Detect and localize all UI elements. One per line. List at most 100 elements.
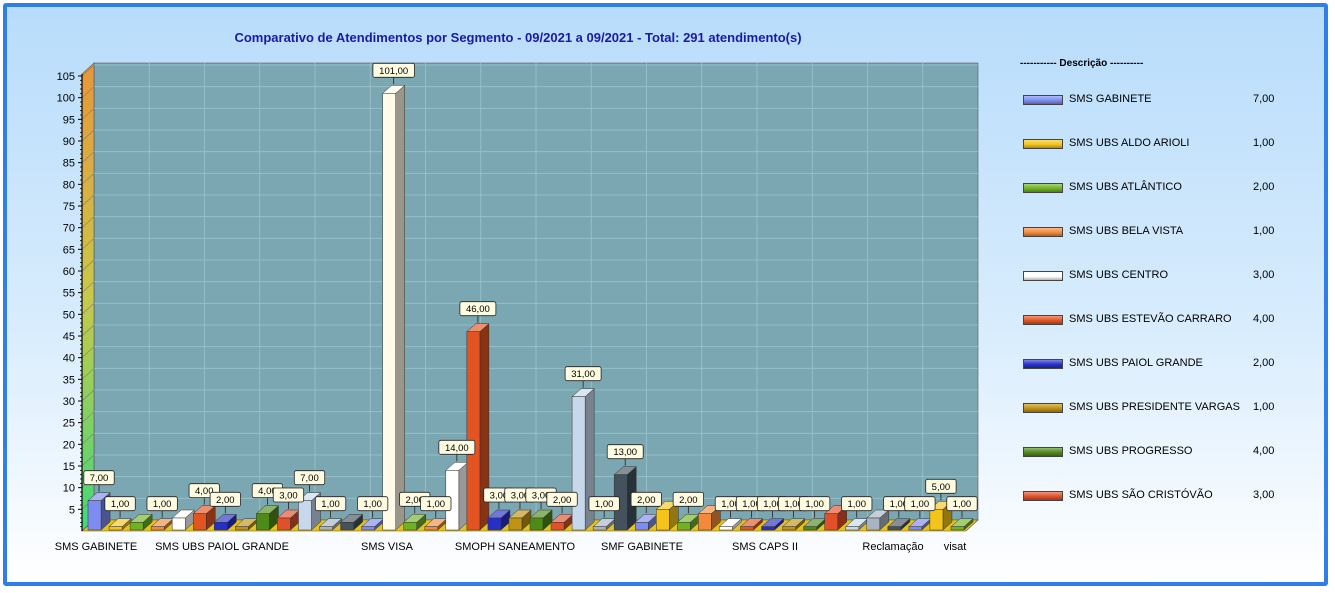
data-label-text: 2,00 [679, 495, 698, 506]
bar-front [740, 526, 754, 531]
bar [739, 518, 764, 531]
data-label-text: 1,00 [911, 499, 930, 510]
data-label-text: 3,00 [490, 491, 509, 502]
data-label: 1,00 [904, 496, 936, 518]
legend-label: SMS UBS ESTEVÃO CARRARO [1069, 313, 1232, 325]
bar-front [803, 526, 817, 531]
bar-front [677, 522, 691, 531]
bar-front [845, 526, 860, 531]
legend-value: 3,00 [1253, 489, 1275, 501]
bar-front [719, 526, 733, 531]
data-label-text: 1,00 [427, 499, 446, 510]
legend-label: SMS GABINETE [1069, 93, 1152, 105]
legend-label: SMS UBS SÃO CRISTÓVÃO [1069, 489, 1213, 501]
data-label-text: 2,00 [553, 495, 572, 506]
legend-swatch [1023, 139, 1063, 149]
legend-value: 2,00 [1253, 181, 1275, 193]
bar-front [761, 526, 775, 531]
y-tick-label: 85 [63, 158, 75, 170]
bar-front [382, 93, 396, 531]
x-tick-label: Reclamação [862, 541, 923, 553]
bar [276, 509, 301, 531]
data-label: 1,00 [841, 496, 873, 518]
data-label-text: 1,00 [890, 499, 909, 510]
data-label: 2,00 [630, 491, 662, 514]
legend-swatch [1023, 271, 1063, 281]
y-tick-label: 45 [63, 331, 75, 343]
bar [718, 518, 743, 531]
bar-side [458, 461, 469, 531]
data-label-text: 13,00 [613, 447, 637, 458]
legend-label: SMS UBS PROGRESSO [1069, 445, 1193, 457]
bar [760, 518, 785, 531]
data-label: 1,00 [799, 496, 831, 518]
y-gridline-side [81, 281, 95, 293]
bar-front [824, 513, 838, 531]
bar [781, 518, 806, 531]
bar-front [214, 522, 228, 531]
y-gridline-side [81, 86, 95, 98]
bar-front [550, 522, 565, 531]
bar-front [466, 331, 481, 531]
y-tick-label: 25 [63, 418, 75, 430]
bar-front [129, 522, 144, 531]
data-label-text: 1,00 [784, 499, 803, 510]
y-tick-label: 60 [63, 266, 75, 278]
bar-front [950, 526, 965, 531]
data-label-text: 1,00 [111, 499, 130, 510]
data-label: 7,00 [293, 470, 326, 492]
y-gridline-side [81, 454, 95, 467]
data-label-text: 7,00 [90, 473, 109, 484]
bar-front [908, 526, 923, 531]
y-tick-label: 10 [63, 483, 75, 495]
data-label: 1,00 [588, 496, 620, 518]
x-tick-label: SMF GABINETE [601, 541, 683, 553]
legend-label: SMS UBS ALDO ARIOLI [1069, 137, 1190, 149]
legend-label: SMS UBS BELA VISTA [1069, 225, 1184, 237]
bar-front [866, 517, 881, 531]
legend-value: 4,00 [1253, 313, 1275, 325]
bar-front [235, 526, 249, 531]
x-tick-label: SMOPH SANEAMENTO [455, 541, 576, 553]
legend-swatch [1023, 315, 1063, 325]
bar [403, 513, 427, 531]
data-label-text: 3,00 [511, 491, 530, 502]
bar-front [108, 526, 123, 531]
bar [466, 323, 490, 531]
data-label-text: 1,00 [805, 499, 824, 510]
data-label-text: 1,00 [595, 499, 614, 510]
data-label-text: 1,00 [847, 499, 866, 510]
x-tick-label: SMS CAPS II [732, 541, 798, 553]
bar-front [424, 526, 439, 531]
bar [108, 518, 132, 531]
bar [550, 513, 574, 531]
data-label: 3,00 [272, 487, 305, 509]
legend-value: 2,00 [1253, 357, 1275, 369]
data-label-text: 1,00 [763, 499, 782, 510]
y-tick-label: 90 [63, 136, 75, 148]
legend-value: 7,00 [1253, 93, 1275, 105]
y-tick-label: 65 [63, 244, 75, 256]
legend: ----------- Descrição ---------- SMS GAB… [1015, 58, 1315, 501]
data-label: 7,00 [83, 470, 115, 492]
legend-swatch [1023, 447, 1063, 457]
data-label: 2,00 [546, 491, 578, 514]
y-gridline-side [81, 389, 95, 402]
bar [445, 461, 469, 531]
bar [487, 509, 511, 531]
legend-value: 3,00 [1253, 269, 1275, 281]
legend-label: SMS UBS ATLÂNTICO [1069, 181, 1182, 193]
y-gridline-side [81, 216, 95, 228]
data-label: 1,00 [104, 496, 136, 518]
y-tick-label: 20 [63, 439, 75, 451]
legend-swatch [1023, 227, 1063, 237]
x-tick-label: SMS GABINETE [55, 541, 138, 553]
y-gridline-side [81, 151, 95, 163]
bar-front [277, 517, 291, 531]
bar-front [529, 517, 544, 531]
data-label: 2,00 [209, 491, 241, 514]
legend-label: SMS UBS CENTRO [1069, 269, 1169, 281]
data-label-text: 3,00 [279, 491, 298, 502]
data-label: 2,00 [672, 491, 704, 514]
bar-front [340, 522, 354, 531]
